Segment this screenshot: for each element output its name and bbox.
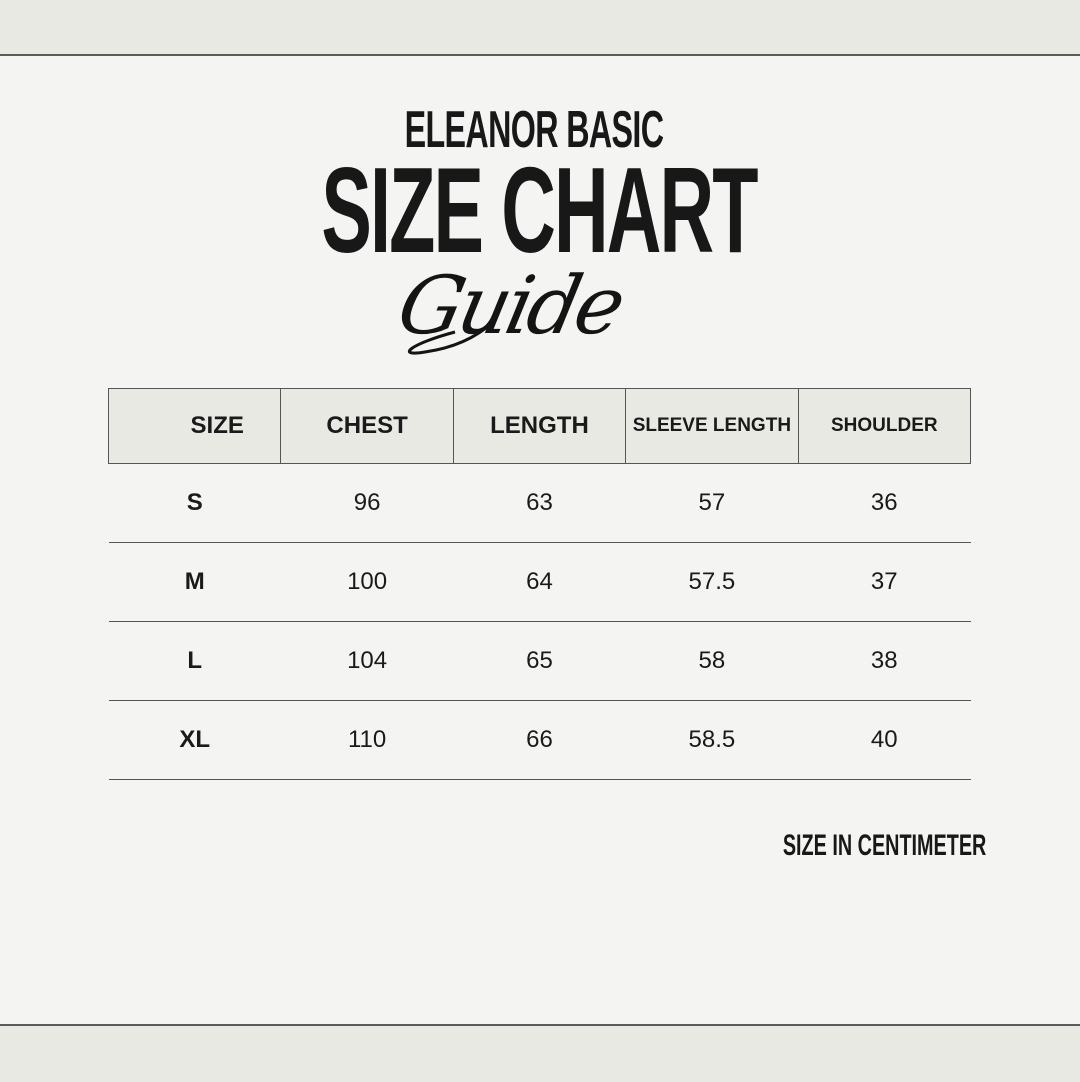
cell-length: 64	[453, 542, 626, 622]
cell-shoulder: 37	[798, 542, 971, 622]
cell-chest: 96	[280, 463, 454, 543]
cell-size: L	[108, 621, 281, 701]
table-header-row: SIZE CHEST LENGTH SLEEVE LENGTH SHOULDER	[107, 388, 972, 464]
table-row: M 100 64 57.5 37	[108, 542, 971, 622]
cell-chest: 100	[280, 542, 454, 622]
cell-sleeve-length: 58	[625, 621, 799, 701]
cell-size: XL	[108, 700, 281, 780]
table-row: XL 110 66 58.5 40	[108, 700, 971, 780]
header-length: LENGTH	[452, 388, 627, 464]
cell-shoulder: 36	[798, 463, 971, 543]
table-row: L 104 65 58 38	[108, 621, 971, 701]
cell-size: M	[108, 542, 281, 622]
table-row: S 96 63 57 36	[108, 463, 971, 543]
header-size: SIZE	[107, 388, 282, 464]
cell-shoulder: 40	[798, 700, 971, 780]
header-sleeve-length: SLEEVE LENGTH	[625, 388, 799, 464]
bottom-band	[0, 1024, 1080, 1082]
cell-length: 66	[453, 700, 626, 780]
cell-size: S	[108, 463, 281, 543]
unit-note: SIZE IN CENTIMETER	[782, 829, 986, 862]
brand-name: ELEANOR BASIC	[404, 101, 664, 159]
script-swash-decoration	[408, 320, 495, 355]
cell-sleeve-length: 58.5	[625, 700, 799, 780]
cell-length: 63	[453, 463, 626, 543]
cell-length: 65	[453, 621, 626, 701]
header-shoulder: SHOULDER	[797, 388, 972, 464]
cell-chest: 104	[280, 621, 454, 701]
top-band	[0, 0, 1080, 56]
cell-shoulder: 38	[798, 621, 971, 701]
cell-sleeve-length: 57	[625, 463, 799, 543]
size-table: SIZE CHEST LENGTH SLEEVE LENGTH SHOULDER…	[107, 388, 972, 780]
header-chest: CHEST	[280, 388, 454, 464]
cell-chest: 110	[280, 700, 454, 780]
page-title: SIZE CHART	[321, 142, 758, 278]
cell-sleeve-length: 57.5	[625, 542, 799, 622]
